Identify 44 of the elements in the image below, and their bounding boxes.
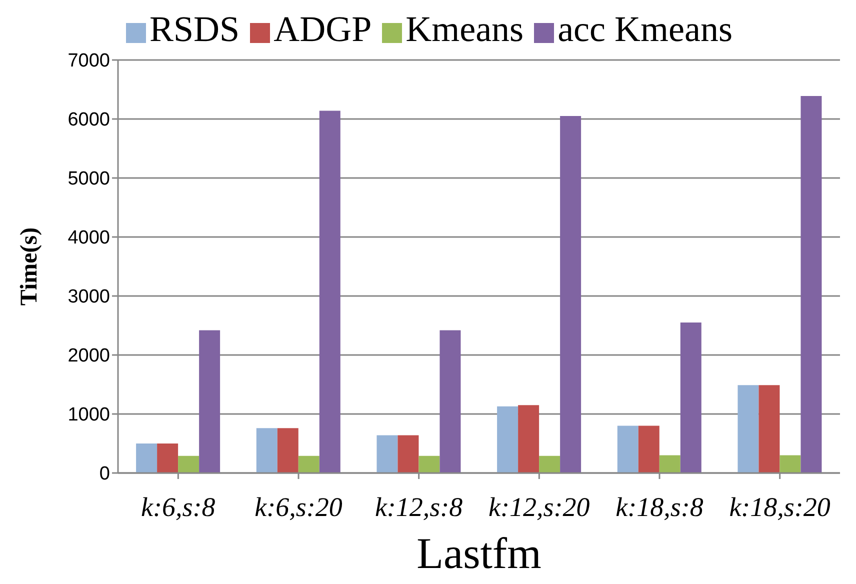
bar xyxy=(398,435,419,473)
legend-label: acc Kmeans xyxy=(558,9,732,49)
bar xyxy=(418,456,440,473)
bar xyxy=(518,405,540,473)
bar xyxy=(136,444,158,473)
y-tick-label: 0 xyxy=(99,464,110,485)
legend-label: Kmeans xyxy=(406,9,524,49)
bar xyxy=(680,322,702,473)
x-axis-title: Lastfm xyxy=(416,529,542,578)
bar xyxy=(256,428,278,473)
y-tick-label: 7000 xyxy=(68,50,110,72)
bar xyxy=(277,428,298,473)
y-axis-title: Time(s) xyxy=(16,227,43,306)
bar xyxy=(758,385,780,473)
bar xyxy=(157,444,178,473)
bar xyxy=(539,456,560,473)
y-tick-label: 2000 xyxy=(68,346,110,367)
x-tick-label: k:18,s:8 xyxy=(616,492,704,522)
bar xyxy=(298,456,320,473)
bar xyxy=(638,426,660,473)
bar xyxy=(800,96,822,473)
bar xyxy=(178,456,200,473)
bar xyxy=(617,426,638,473)
x-tick-label: k:18,s:20 xyxy=(729,492,831,522)
legend-label: ADGP xyxy=(274,9,372,49)
bar xyxy=(780,455,801,473)
legend-label: RSDS xyxy=(150,9,240,49)
bar xyxy=(440,330,461,473)
bar xyxy=(659,455,680,473)
x-tick-label: k:12,s:8 xyxy=(374,492,464,522)
bar xyxy=(376,435,398,473)
bar xyxy=(319,110,340,473)
y-tick-label: 5000 xyxy=(68,168,110,190)
bar xyxy=(199,330,220,473)
bar xyxy=(560,116,582,473)
bar xyxy=(738,385,759,473)
x-tick-label: k:6,s:20 xyxy=(254,492,343,522)
x-tick-label: k:12,s:20 xyxy=(488,492,590,522)
x-tick-label: k:6,s:8 xyxy=(141,492,216,522)
y-tick-label: 4000 xyxy=(68,228,110,249)
y-tick-label: 3000 xyxy=(68,286,110,308)
y-tick-label: 1000 xyxy=(68,404,110,426)
y-tick-label: 6000 xyxy=(68,110,110,131)
bar xyxy=(497,406,518,473)
